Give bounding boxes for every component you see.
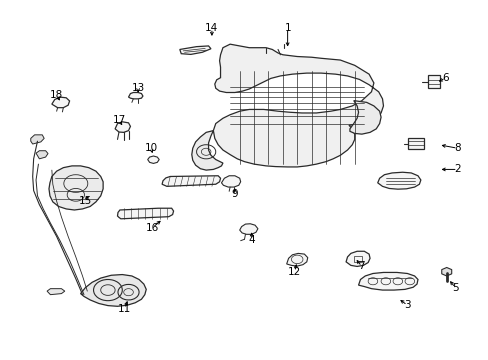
Polygon shape xyxy=(52,97,69,108)
Text: 2: 2 xyxy=(453,165,460,174)
Text: 15: 15 xyxy=(79,196,92,206)
Polygon shape xyxy=(286,253,307,266)
Text: 12: 12 xyxy=(287,267,301,277)
Polygon shape xyxy=(47,289,64,294)
Text: 17: 17 xyxy=(112,115,125,125)
Polygon shape xyxy=(346,251,369,266)
Polygon shape xyxy=(180,46,210,54)
Text: 7: 7 xyxy=(358,261,365,271)
Polygon shape xyxy=(81,275,146,306)
Polygon shape xyxy=(191,131,223,170)
Text: 9: 9 xyxy=(231,189,238,199)
Polygon shape xyxy=(441,267,451,276)
Polygon shape xyxy=(36,151,48,159)
Text: 5: 5 xyxy=(451,283,458,293)
Polygon shape xyxy=(162,176,220,186)
Polygon shape xyxy=(213,44,383,167)
Text: 1: 1 xyxy=(284,23,290,33)
Polygon shape xyxy=(31,135,44,144)
Polygon shape xyxy=(117,208,173,219)
Polygon shape xyxy=(115,122,130,132)
Polygon shape xyxy=(377,172,420,189)
Polygon shape xyxy=(349,100,380,134)
Text: 14: 14 xyxy=(205,23,218,33)
Text: 4: 4 xyxy=(248,235,254,245)
Text: 18: 18 xyxy=(50,90,63,100)
Polygon shape xyxy=(427,75,439,87)
Text: 8: 8 xyxy=(453,143,460,153)
Text: 16: 16 xyxy=(145,222,159,233)
Text: 11: 11 xyxy=(118,304,131,314)
Text: 6: 6 xyxy=(442,73,448,83)
Polygon shape xyxy=(239,224,257,234)
Text: 10: 10 xyxy=(144,143,157,153)
Polygon shape xyxy=(358,273,417,290)
Polygon shape xyxy=(49,166,103,210)
Polygon shape xyxy=(147,156,159,163)
Polygon shape xyxy=(221,176,240,187)
Text: 3: 3 xyxy=(403,300,410,310)
Polygon shape xyxy=(407,138,424,149)
Text: 13: 13 xyxy=(131,83,144,93)
Polygon shape xyxy=(128,93,142,99)
